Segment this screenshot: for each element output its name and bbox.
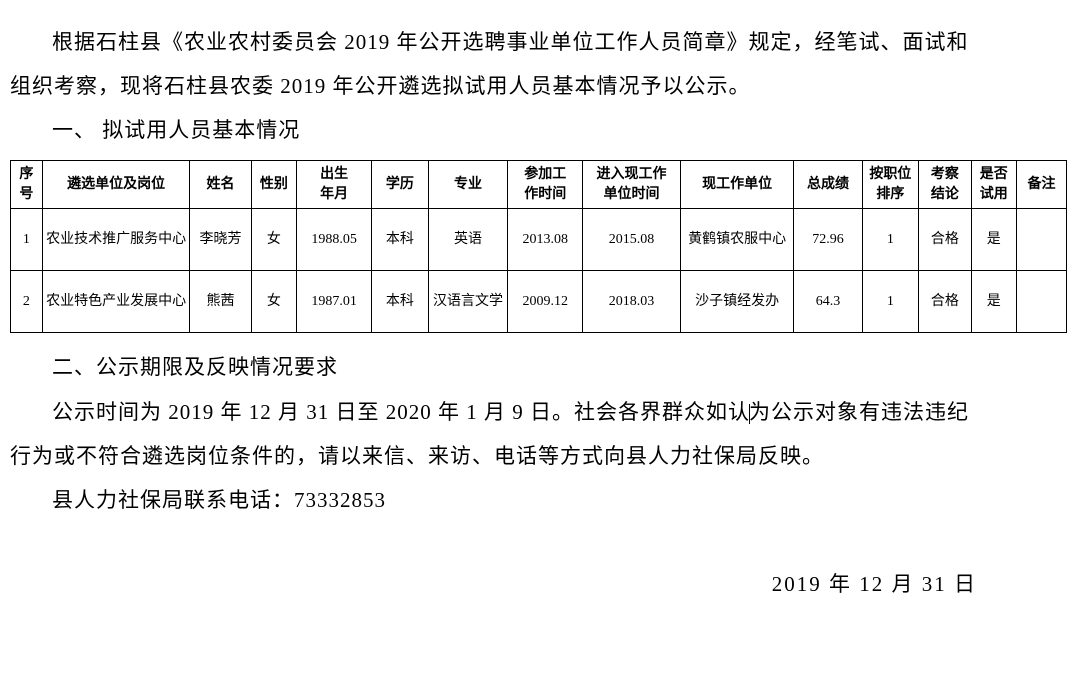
intro-paragraph-line2: 组织考察，现将石柱县农委 2019 年公开遴选拟试用人员基本情况予以公示。 <box>10 64 1067 108</box>
cell-org: 沙子镇经发办 <box>680 271 794 333</box>
contact-paragraph: 县人力社保局联系电话：73332853 <box>10 478 1067 522</box>
col-score: 总成绩 <box>794 161 862 209</box>
cell-major: 英语 <box>428 209 507 271</box>
cell-score: 72.96 <box>794 209 862 271</box>
intro-paragraph-line1: 根据石柱县《农业农村委员会 2019 年公开选聘事业单位工作人员简章》规定，经笔… <box>10 20 1067 64</box>
table-row: 1 农业技术推广服务中心 李晓芳 女 1988.05 本科 英语 2013.08… <box>11 209 1067 271</box>
col-seq: 序号 <box>11 161 43 209</box>
notice-paragraph-line2: 行为或不符合遴选岗位条件的，请以来信、来访、电话等方式向县人力社保局反映。 <box>10 434 1067 478</box>
cell-workstart: 2013.08 <box>508 209 583 271</box>
col-org: 现工作单位 <box>680 161 794 209</box>
col-rank: 按职位排序 <box>862 161 919 209</box>
cell-edu: 本科 <box>372 209 429 271</box>
cell-note <box>1016 209 1066 271</box>
col-major: 专业 <box>428 161 507 209</box>
col-currstart: 进入现工作单位时间 <box>583 161 681 209</box>
cell-name: 李晓芳 <box>190 209 251 271</box>
col-dob: 出生年月 <box>297 161 372 209</box>
cell-name: 熊茜 <box>190 271 251 333</box>
col-name: 姓名 <box>190 161 251 209</box>
cell-edu: 本科 <box>372 271 429 333</box>
cell-seq: 1 <box>11 209 43 271</box>
cell-note <box>1016 271 1066 333</box>
cell-currstart: 2015.08 <box>583 209 681 271</box>
signature-date: 2019 年 12 月 31 日 <box>10 562 1067 606</box>
cell-trial: 是 <box>971 271 1016 333</box>
cell-major: 汉语言文学 <box>428 271 507 333</box>
cell-org: 黄鹤镇农服中心 <box>680 209 794 271</box>
cell-dob: 1987.01 <box>297 271 372 333</box>
col-workstart: 参加工作时间 <box>508 161 583 209</box>
table-row: 2 农业特色产业发展中心 熊茜 女 1987.01 本科 汉语言文学 2009.… <box>11 271 1067 333</box>
cell-currstart: 2018.03 <box>583 271 681 333</box>
col-note: 备注 <box>1016 161 1066 209</box>
section-1-heading: 一、 拟试用人员基本情况 <box>10 108 1067 152</box>
col-trial: 是否试用 <box>971 161 1016 209</box>
cell-seq: 2 <box>11 271 43 333</box>
notice-text-a: 公示时间为 2019 年 12 月 31 日至 2020 年 1 月 9 日。社… <box>52 400 750 424</box>
col-eval: 考察结论 <box>919 161 971 209</box>
cell-trial: 是 <box>971 209 1016 271</box>
cell-score: 64.3 <box>794 271 862 333</box>
col-unit: 遴选单位及岗位 <box>42 161 190 209</box>
section-2-heading: 二、公示期限及反映情况要求 <box>10 345 1067 389</box>
cell-eval: 合格 <box>919 209 971 271</box>
cell-unit: 农业技术推广服务中心 <box>42 209 190 271</box>
cell-rank: 1 <box>862 271 919 333</box>
cell-workstart: 2009.12 <box>508 271 583 333</box>
candidates-table: 序号 遴选单位及岗位 姓名 性别 出生年月 学历 专业 参加工作时间 进入现工作… <box>10 160 1067 333</box>
notice-paragraph-line1: 公示时间为 2019 年 12 月 31 日至 2020 年 1 月 9 日。社… <box>10 390 1067 434</box>
cell-gender: 女 <box>251 209 296 271</box>
cell-gender: 女 <box>251 271 296 333</box>
cell-unit: 农业特色产业发展中心 <box>42 271 190 333</box>
cell-rank: 1 <box>862 209 919 271</box>
table-header-row: 序号 遴选单位及岗位 姓名 性别 出生年月 学历 专业 参加工作时间 进入现工作… <box>11 161 1067 209</box>
col-gender: 性别 <box>251 161 296 209</box>
col-edu: 学历 <box>372 161 429 209</box>
cell-dob: 1988.05 <box>297 209 372 271</box>
cell-eval: 合格 <box>919 271 971 333</box>
document-body: 根据石柱县《农业农村委员会 2019 年公开选聘事业单位工作人员简章》规定，经笔… <box>0 0 1077 626</box>
notice-text-b: 为公示对象有违法违纪 <box>749 400 969 424</box>
